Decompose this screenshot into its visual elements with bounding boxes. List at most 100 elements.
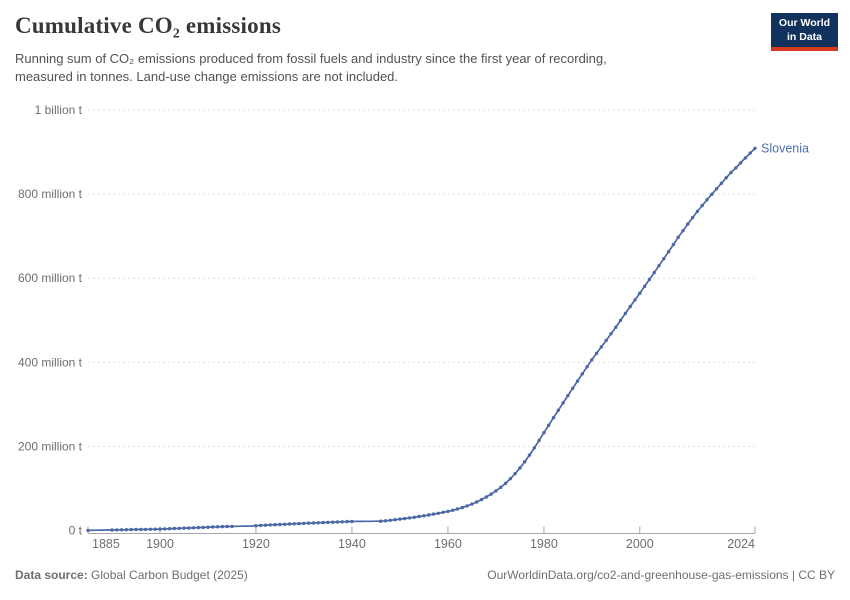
x-axis-tick-label: 1900: [146, 537, 174, 551]
owid-logo-line1: Our World: [778, 17, 831, 29]
data-point: [734, 166, 738, 170]
data-point: [273, 523, 277, 527]
data-point: [254, 524, 258, 528]
data-point: [566, 393, 570, 398]
page-title: Cumulative CO₂ emissions: [15, 13, 281, 38]
data-point: [388, 518, 392, 522]
data-point: [263, 523, 268, 527]
data-point: [662, 257, 666, 261]
data-point: [115, 528, 119, 532]
data-point: [695, 209, 700, 214]
data-point: [134, 527, 138, 532]
data-point: [475, 500, 479, 504]
data-point: [523, 460, 527, 464]
data-point: [618, 318, 623, 323]
data-point: [206, 525, 210, 529]
data-point: [561, 401, 565, 405]
data-point: [292, 522, 296, 526]
data-point: [623, 311, 628, 316]
data-point: [638, 291, 642, 295]
data-point: [580, 372, 584, 376]
data-point: [417, 514, 421, 519]
x-axis-tick-label: 1980: [530, 537, 558, 551]
data-point: [484, 495, 488, 499]
x-axis-tick-label: 1920: [242, 537, 270, 551]
y-axis-tick-label: 1 billion t: [35, 103, 83, 117]
data-point: [575, 379, 580, 383]
data-point: [148, 527, 153, 531]
data-point: [451, 508, 455, 512]
data-point: [163, 527, 167, 531]
data-point: [594, 351, 599, 355]
data-point: [311, 521, 316, 525]
data-point: [494, 489, 498, 493]
data-point: [676, 235, 680, 239]
data-point: [398, 517, 402, 521]
data-point: [465, 504, 469, 508]
data-point: [479, 497, 484, 502]
data-point: [283, 522, 287, 526]
data-point: [427, 513, 431, 517]
data-point: [738, 161, 743, 165]
data-point: [681, 229, 685, 233]
owid-logo: Our World in Data: [771, 13, 838, 52]
data-point: [460, 505, 464, 510]
data-point: [609, 332, 613, 336]
y-axis-tick-label: 600 million t: [18, 271, 83, 285]
data-point: [446, 509, 450, 514]
data-point: [225, 524, 229, 529]
data-point: [302, 521, 306, 526]
data-point: [350, 519, 354, 524]
data-point: [143, 527, 148, 532]
data-point: [470, 502, 474, 506]
data-point: [690, 215, 695, 220]
data-point: [503, 481, 508, 486]
data-point: [215, 525, 220, 529]
data-point: [724, 176, 728, 180]
data-point: [743, 156, 748, 160]
data-point: [508, 477, 512, 481]
y-axis-tick-label: 200 million t: [18, 439, 83, 453]
footer-url-license: OurWorldinData.org/co2-and-greenhouse-ga…: [487, 568, 835, 582]
data-point: [158, 527, 162, 531]
data-point: [297, 521, 301, 526]
data-point: [518, 466, 522, 470]
data-point: [177, 526, 181, 531]
data-point: [259, 523, 263, 528]
chart-subtitle-line2: measured in tonnes. Land-use change emis…: [15, 69, 399, 85]
data-point: [647, 277, 652, 282]
data-point: [666, 250, 671, 254]
data-point: [719, 181, 724, 185]
data-point: [326, 520, 330, 525]
data-point: [556, 408, 560, 412]
data-point: [331, 520, 335, 524]
y-axis-tick-label: 800 million t: [18, 187, 83, 201]
x-axis-tick-label: 1885: [92, 537, 120, 551]
data-point: [340, 520, 344, 524]
data-point: [642, 284, 647, 289]
data-point: [230, 524, 234, 529]
data-point: [686, 222, 690, 226]
data-point: [393, 518, 397, 522]
data-point: [455, 507, 460, 511]
data-point: [513, 472, 517, 476]
data-point: [167, 527, 172, 531]
data-point: [110, 528, 114, 532]
data-point: [196, 525, 201, 530]
data-point: [307, 521, 311, 525]
data-point: [753, 146, 757, 150]
data-point: [403, 516, 407, 521]
data-point: [383, 519, 388, 523]
chart-subtitle-line1: Running sum of CO₂ emissions produced fr…: [15, 51, 607, 66]
data-source: Data source: Global Carbon Budget (2025): [15, 568, 248, 582]
data-point: [537, 438, 541, 443]
x-axis-tick-label: 2000: [626, 537, 654, 551]
data-point: [710, 192, 714, 196]
data-point: [187, 526, 191, 530]
data-point: [657, 264, 661, 268]
data-point: [542, 431, 546, 435]
data-point: [633, 298, 637, 302]
data-point: [571, 386, 575, 390]
x-axis-tick-label: 2024: [727, 537, 755, 551]
